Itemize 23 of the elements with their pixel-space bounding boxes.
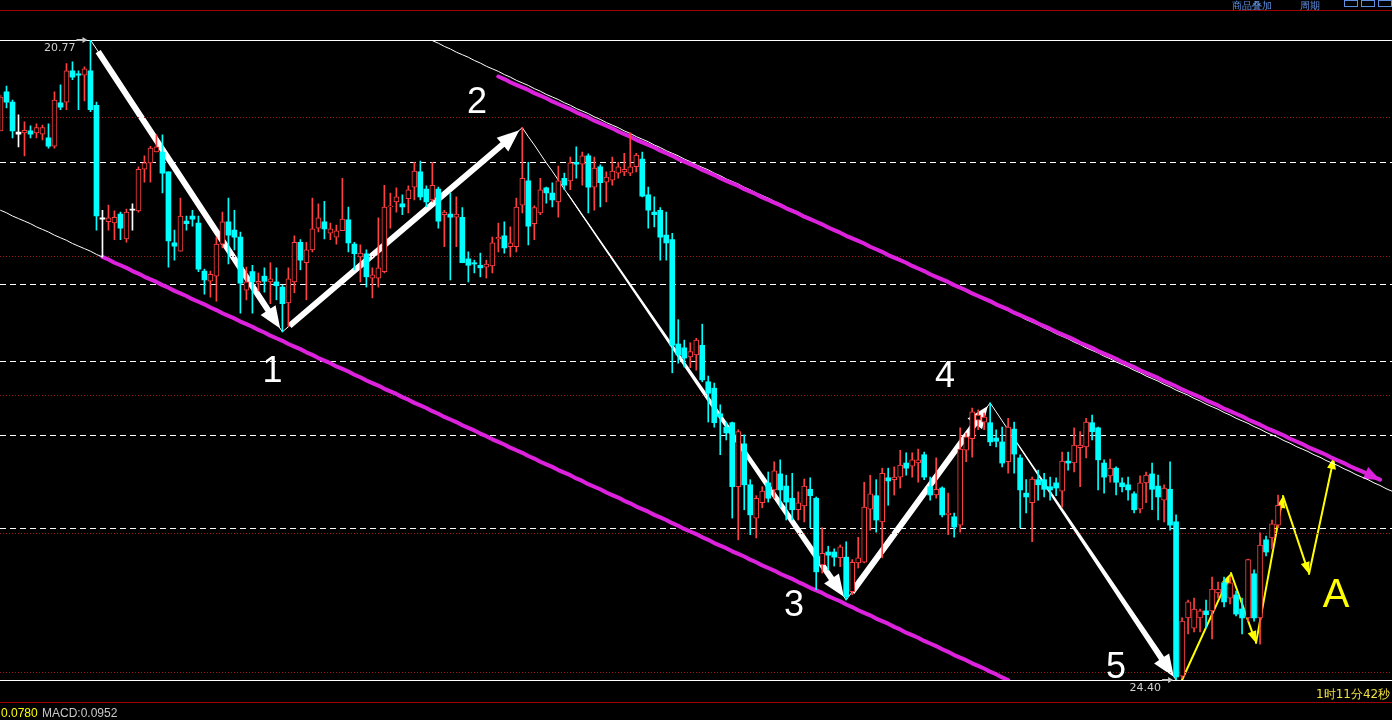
text: 商品叠加 [1232, 0, 1272, 11]
annotation: 2 [466, 79, 488, 121]
candlestick [933, 457, 939, 499]
candlestick [1203, 599, 1209, 629]
candlestick [1077, 431, 1083, 488]
candlestick [885, 467, 892, 506]
candlestick [891, 466, 898, 496]
text: 0.0780 [1, 706, 39, 720]
annotation: 24.40 [1129, 680, 1162, 694]
text: MACD:0.0952 [42, 706, 118, 720]
annotation: 1 [262, 348, 283, 390]
text: 周期 [1300, 0, 1320, 11]
candlestick [477, 252, 484, 278]
annotation: 4 [934, 353, 956, 395]
candlestick [579, 151, 586, 186]
candlestick [1023, 479, 1029, 514]
candlestick [807, 477, 814, 529]
annotation: 3 [783, 582, 805, 624]
annotation: A [1322, 571, 1350, 616]
candlestick [903, 452, 910, 476]
text: 1时11分42秒 [1316, 687, 1391, 701]
annotation: 5 [1106, 644, 1127, 686]
annotation: 20.77 [43, 40, 76, 54]
